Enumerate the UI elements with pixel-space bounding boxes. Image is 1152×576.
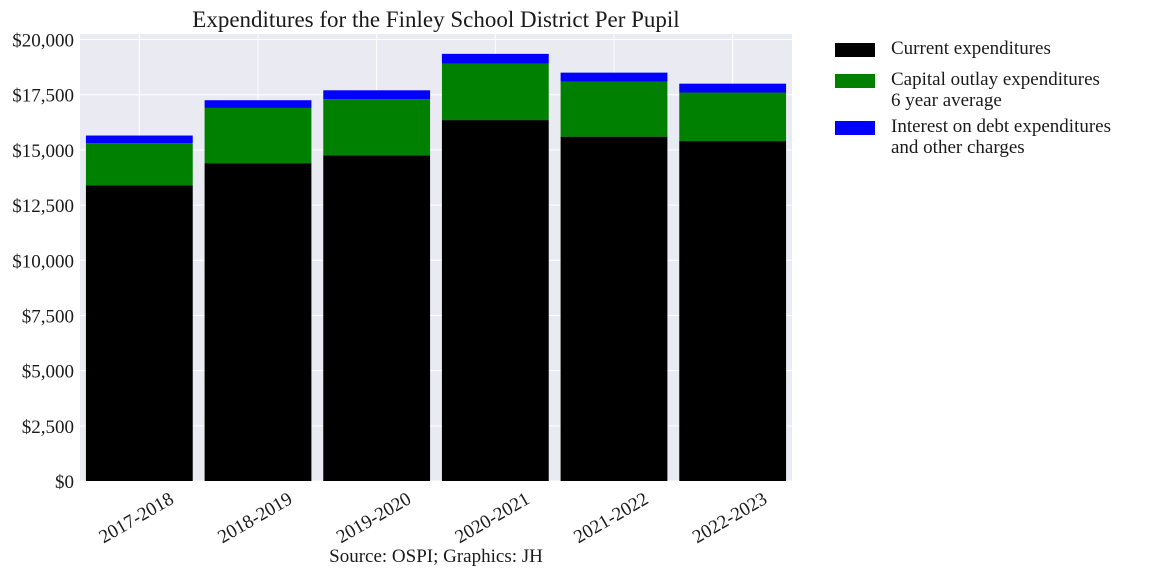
chart-title: Expenditures for the Finley School Distr… [192,7,679,32]
bar-segment-series-2 [323,90,431,100]
bar-segment-series-0 [441,120,549,481]
y-tick-label: $12,500 [12,196,74,217]
bar-segment-series-2 [679,83,787,93]
bar-segment-series-0 [560,136,668,481]
legend-item: Current expenditures [835,38,1145,64]
legend-swatch [835,74,875,88]
legend-swatch [835,121,875,135]
bar-segment-series-1 [204,107,312,164]
x-tick-label: 2022-2023 [689,489,771,548]
bar-segment-series-1 [441,63,549,121]
bar-segment-series-0 [679,141,787,481]
legend-label: Interest on debt expenditures and other … [891,116,1112,158]
x-tick-label: 2019-2020 [333,489,415,548]
bar-segment-series-2 [85,135,193,144]
y-tick-label: $2,500 [22,417,74,438]
x-axis: 2017-2018 2018-2019 2019-2020 2020-2021 2021… [96,489,771,548]
y-tick-label: $0 [55,472,74,493]
y-tick-label: $7,500 [22,306,74,327]
chart-caption: Source: OSPI; Graphics: JH [329,546,543,567]
legend-item: Capital outlay expenditures 6 year avera… [835,69,1145,111]
bar-segment-series-2 [204,100,312,108]
legend: Current expenditures Capital outlay expen… [835,38,1145,163]
y-tick-label: $20,000 [12,31,74,52]
y-tick-label: $15,000 [12,141,74,162]
bar-segment-series-0 [85,185,193,482]
bar-segment-series-0 [323,155,431,481]
x-tick-label: 2018-2019 [214,489,296,548]
y-axis: $0 $2,500 $5,000 $7,500 $10,000 $12,500 $15,00… [12,31,74,493]
legend-item: Interest on debt expenditures and other … [835,116,1145,158]
y-tick-label: $5,000 [22,362,74,383]
x-tick-label: 2020-2021 [452,489,534,548]
bar-segment-series-1 [679,92,787,142]
legend-label: Current expenditures [891,38,1051,59]
plot-background [80,34,792,481]
x-tick-label: 2021-2022 [570,489,652,548]
y-tick-label: $10,000 [12,251,74,272]
x-tick-label: 2017-2018 [96,489,178,548]
y-tick-label: $17,500 [12,86,74,107]
legend-swatch [835,43,875,57]
bar-segment-series-1 [323,99,431,156]
bar-segment-series-0 [204,163,312,481]
bar-segment-series-2 [560,72,668,82]
bar-segment-series-1 [560,81,668,137]
bar-segment-series-2 [441,53,549,64]
bars [85,53,787,482]
bar-segment-series-1 [85,143,193,186]
legend-label: Capital outlay expenditures 6 year avera… [891,69,1100,111]
